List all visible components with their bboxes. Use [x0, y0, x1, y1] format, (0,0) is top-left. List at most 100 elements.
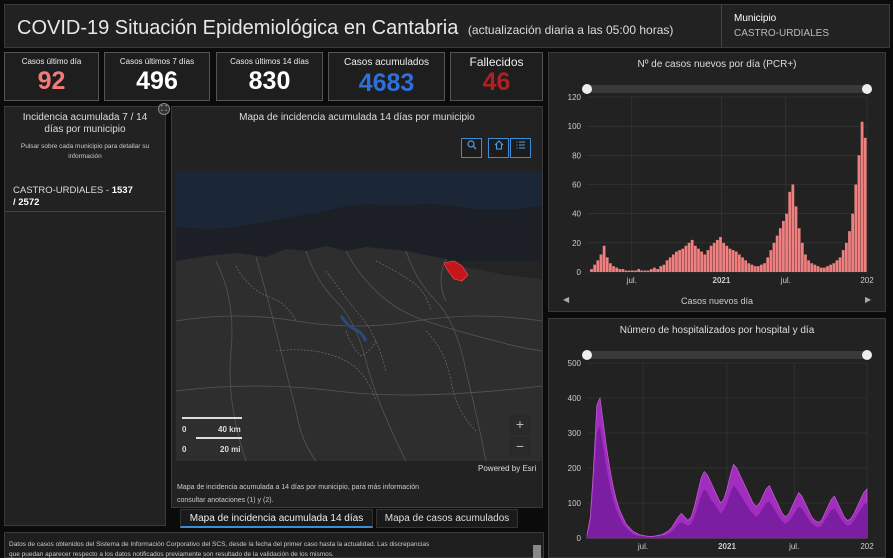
list-item-value-b: / 2572 — [13, 197, 40, 208]
page-title: COVID-19 Situación Epidemiológica en Can… — [17, 17, 673, 40]
bar — [835, 260, 839, 272]
bar — [690, 239, 694, 272]
kpi-label: Casos acumulados — [343, 57, 430, 68]
bar — [753, 266, 757, 272]
zoom-in-button[interactable]: + — [509, 415, 531, 435]
footer-scrollbar[interactable] — [533, 545, 541, 558]
chart-hospitalizados-panel: Número de hospitalizados por hospital y … — [548, 318, 886, 558]
road-network — [176, 250, 542, 461]
municipio-selector[interactable]: Municipio CASTRO-URDIALES — [721, 5, 841, 47]
bar — [602, 245, 606, 272]
bar — [778, 228, 782, 272]
reservoir — [339, 315, 368, 342]
list-item-value-a: 1537 — [111, 185, 133, 196]
bar — [857, 155, 861, 272]
x-tick-label: jul. — [626, 276, 637, 285]
bar — [738, 254, 741, 272]
bar — [640, 270, 644, 272]
bar — [709, 245, 713, 272]
y-tick-label: 300 — [568, 429, 582, 438]
bar — [609, 263, 612, 272]
y-tick-label: 20 — [572, 239, 581, 248]
tab-incidencia-14-dias[interactable]: Mapa de incidencia acumulada 14 días — [180, 509, 373, 528]
scale-mi-label: 20 mi — [220, 445, 241, 454]
bar — [615, 267, 619, 272]
bar — [643, 270, 647, 272]
expand-icon[interactable]: ⛶ — [158, 103, 170, 115]
bar — [848, 231, 851, 272]
page-subtitle: (actualización diaria a las 05:00 horas) — [467, 23, 674, 37]
chart-title: Nº de casos nuevos por día (PCR+) — [637, 59, 797, 70]
chart-legend: Casos nuevos día — [680, 296, 754, 306]
y-tick-label: 60 — [572, 181, 581, 190]
map-caption: Mapa de incidencia acumulada a 14 días p… — [177, 481, 477, 507]
bar — [863, 137, 867, 272]
kpi-label: Casos último día — [21, 57, 82, 66]
bar — [684, 245, 688, 272]
bar — [860, 121, 864, 273]
range-slider-handle-right — [862, 84, 872, 94]
zoom-out-button[interactable]: − — [509, 437, 531, 457]
bar — [631, 270, 634, 272]
range-slider-handle-right — [862, 350, 872, 360]
search-icon[interactable] — [461, 138, 482, 158]
bar — [649, 269, 653, 272]
scale-mi-zero: 0 — [182, 445, 187, 454]
bar — [687, 242, 691, 272]
bar — [719, 237, 722, 272]
bar — [832, 263, 836, 272]
x-tick-label: 202 — [860, 276, 874, 285]
bar — [703, 254, 707, 272]
bar — [782, 220, 785, 272]
list-item-sep: - — [103, 185, 112, 196]
bar — [731, 250, 735, 272]
x-tick-label: 2021 — [713, 276, 731, 285]
footer-notes: Datos de casos obtenidos del Sistema de … — [4, 532, 544, 558]
tab-casos-acumulados[interactable]: Mapa de casos acumulados — [376, 509, 518, 528]
divider — [5, 211, 165, 212]
x-tick-label: 202 — [860, 542, 874, 551]
bar — [744, 260, 748, 272]
incidencia-list-panel: Incidencia acumulada 7 / 14 días por mun… — [4, 106, 166, 526]
bar — [816, 266, 820, 272]
bar — [800, 242, 804, 272]
bar — [813, 264, 817, 272]
bar — [841, 250, 845, 272]
bar — [681, 248, 685, 272]
list-item[interactable]: CASTRO-URDIALES - 1537 / 2572 — [13, 185, 133, 209]
bar — [750, 264, 754, 272]
map-title: Mapa de incidencia acumulada 14 días por… — [239, 112, 475, 123]
bar — [678, 250, 681, 272]
esri-attribution[interactable]: Powered by Esri — [478, 464, 537, 473]
bar — [693, 245, 697, 272]
map-canvas[interactable]: 0 40 km 0 20 mi + − — [176, 171, 542, 461]
bar — [829, 264, 832, 272]
bar — [775, 235, 779, 272]
sea-shade — [176, 171, 542, 229]
bar — [627, 270, 631, 272]
y-tick-label: 120 — [568, 93, 582, 102]
page-title-text: COVID-19 Situación Epidemiológica en Can… — [17, 17, 459, 39]
home-icon[interactable] — [488, 138, 509, 158]
bar — [715, 239, 719, 272]
bar — [637, 269, 641, 272]
y-tick-label: 0 — [577, 534, 582, 543]
y-tick-label: 100 — [568, 499, 582, 508]
bar — [700, 251, 704, 272]
bar — [838, 257, 842, 272]
bar — [675, 251, 678, 272]
y-tick-label: 40 — [572, 210, 581, 219]
kpi-label: Casos últimos 14 días — [230, 57, 309, 66]
bar — [844, 242, 848, 272]
bar — [826, 266, 829, 272]
list-icon[interactable] — [510, 138, 531, 158]
chart-scroll-left-icon[interactable]: ◀ — [563, 295, 570, 304]
bar — [590, 269, 593, 272]
bar — [712, 242, 716, 272]
bar — [599, 254, 603, 272]
bar — [763, 263, 766, 272]
chart-scroll-right-icon[interactable]: ▶ — [865, 295, 872, 304]
bar — [725, 245, 729, 272]
y-tick-label: 100 — [568, 122, 582, 131]
list-hint: Pulsar sobre cada municipio para detalla… — [20, 143, 150, 160]
